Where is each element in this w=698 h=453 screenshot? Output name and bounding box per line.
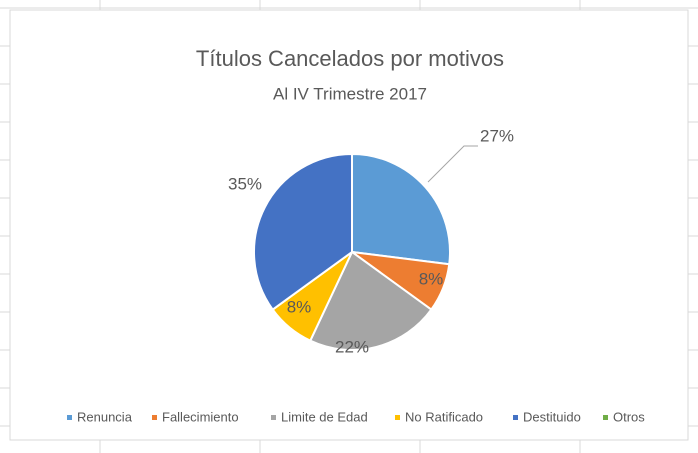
data-label: 27% <box>480 126 514 145</box>
legend: Renuncia Fallecimiento Limite de Edad No Ra… <box>67 409 645 424</box>
data-label: 8% <box>419 269 444 288</box>
legend-marker <box>513 415 518 420</box>
pie <box>253 152 451 351</box>
data-labels: 27% 8% 22% 8% 35% <box>228 126 514 356</box>
legend-marker <box>271 415 276 420</box>
pie-slice <box>253 152 353 312</box>
legend-label: Limite de Edad <box>281 409 368 424</box>
legend-marker <box>395 415 400 420</box>
data-label: 8% <box>287 297 312 316</box>
chart-subtitle: Al IV Trimestre 2017 <box>273 84 427 103</box>
pie-slice <box>351 152 451 266</box>
legend-marker <box>67 415 72 420</box>
chart-title: Títulos Cancelados por motivos <box>196 46 504 71</box>
legend-label: Otros <box>613 409 645 424</box>
legend-label: Destituido <box>523 409 581 424</box>
data-label: 35% <box>228 174 262 193</box>
legend-marker <box>603 415 608 420</box>
legend-label: No Ratificado <box>405 409 483 424</box>
legend-label: Fallecimiento <box>162 409 239 424</box>
data-label: 22% <box>335 337 369 356</box>
legend-label: Renuncia <box>77 409 133 424</box>
legend-marker <box>152 415 157 420</box>
leader-line <box>427 145 478 183</box>
